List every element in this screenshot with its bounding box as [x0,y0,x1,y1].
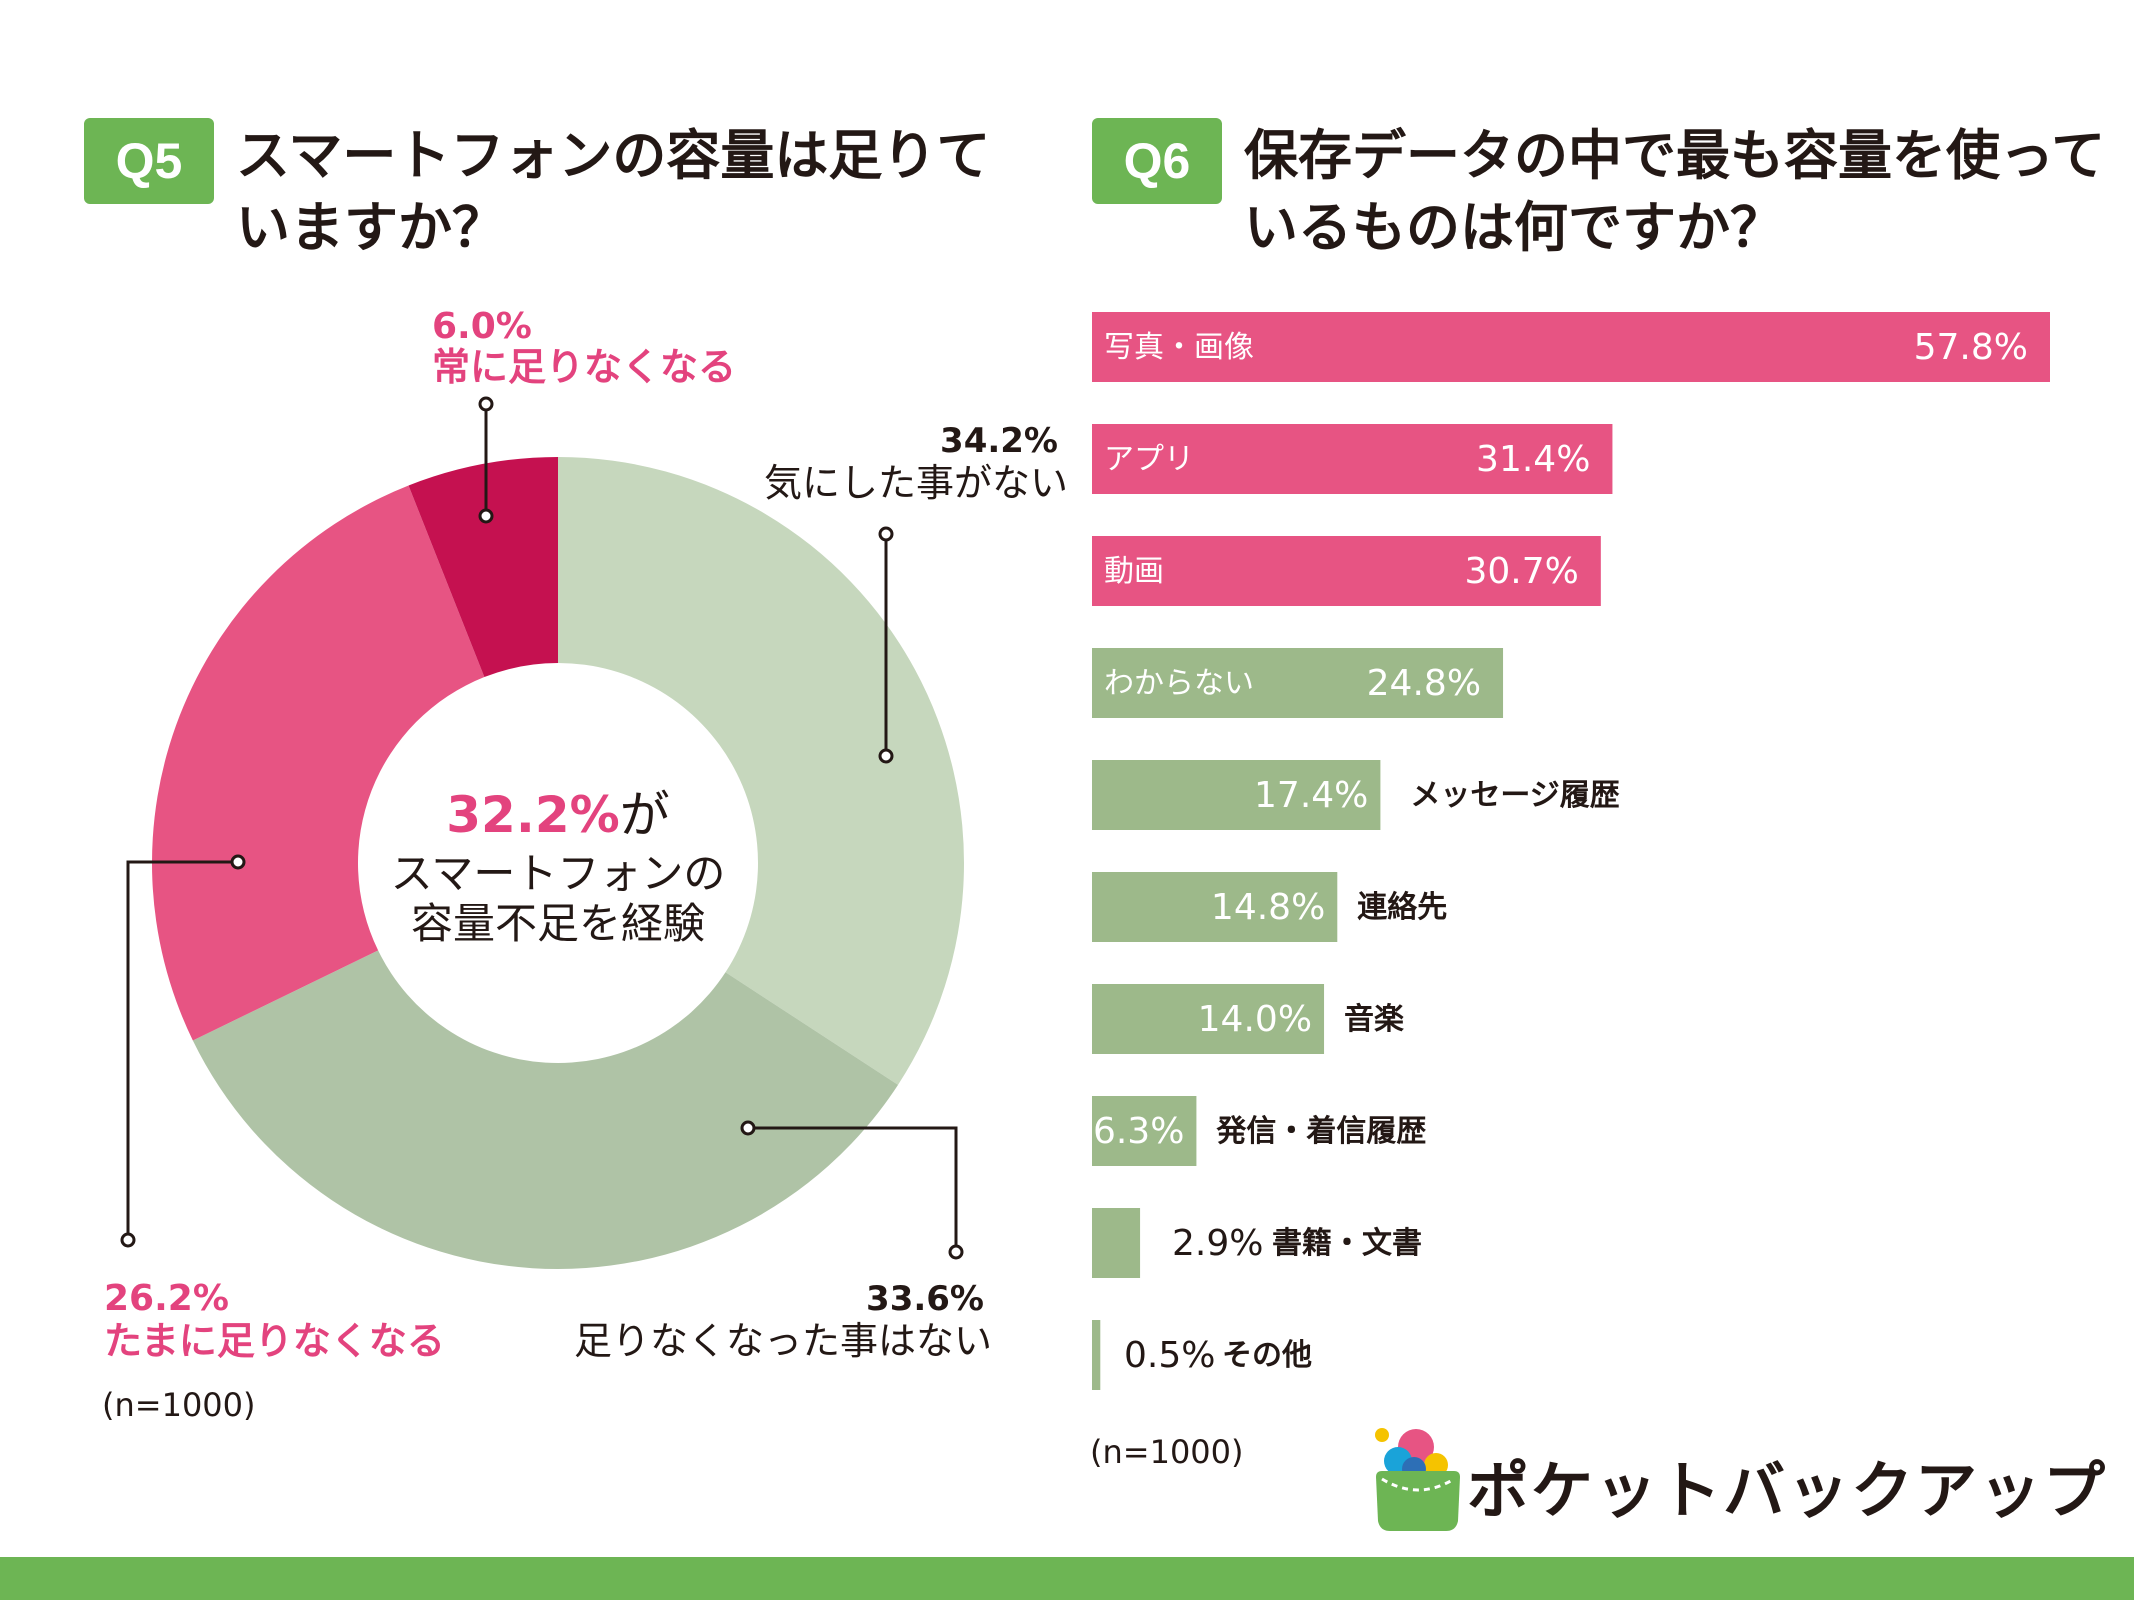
label-text-never-cared: 気にした事がない [764,461,1068,505]
bar-value-label: 30.7% [1464,551,1578,592]
bottom-green-band [0,1557,2134,1600]
bar-9 [1092,1320,1101,1390]
bar-category-label: 書籍・文書 [1272,1226,1422,1261]
leader-dot [478,508,494,524]
brand-name: ポケットバックアップ [1467,1454,2108,1527]
bar-0 [1092,312,2050,382]
q5-title: スマートフォンの容量は足りて いますか？ [236,120,990,264]
bar-category-label: その他 [1222,1338,1312,1373]
bar-1 [1092,424,1613,494]
bar-category-label: 音楽 [1344,1002,1404,1037]
q6-title-line-1: 保存データの中で最も容量を使って [1244,124,2106,187]
donut-center-line-1: スマートフォンの [391,849,726,898]
q5-title-line-1: スマートフォンの容量は足りて [236,124,991,187]
leader-dot [878,748,894,764]
bar-4 [1092,760,1381,830]
leader-dot [478,396,494,412]
leader-line-never-short [748,1126,958,1252]
leader-dot [948,1244,964,1260]
q5-title-line-2: いますか？ [236,196,506,259]
bar-value-label: 14.8% [1211,887,1325,928]
slice-never-short [192,950,899,1269]
label-value-sometimes-short: 26.2% [104,1278,229,1319]
q5-badge: Q5 [84,118,214,204]
label-text-always-short: 常に足りなくなる [432,345,736,389]
leader-dot [740,1120,756,1136]
q5-sample-size: (n=1000) [102,1386,256,1424]
bar-category-label: 動画 [1104,554,1164,589]
slice-sometimes-short [151,485,485,1041]
q6-sample-size: (n=1000) [1090,1433,1244,1471]
slice-never-cared [558,457,964,1085]
bar-value-label: 6.3% [1093,1111,1184,1152]
leader-line-sometimes-short [126,860,238,1240]
bar-category-label: 写真・画像 [1104,330,1254,365]
bar-3 [1092,648,1504,718]
label-value-never-cared: 34.2% [940,421,1058,461]
leader-dot [120,1232,136,1248]
leader-dot [878,526,894,542]
bar-value-label: 0.5% [1124,1335,1215,1376]
q6-badge: Q6 [1092,118,1222,204]
donut-center-headline: 32.2%が [446,786,669,844]
pocket-backup-logo-icon [1375,1428,1460,1531]
label-text-never-short: 足りなくなった事はない [574,1319,992,1363]
bar-category-label: メッセージ履歴 [1410,778,1619,813]
donut-center-percent: 32.2% [446,786,619,844]
bar-value-label: 17.4% [1254,775,1368,816]
bar-value-label: 24.8% [1367,663,1481,704]
bar-value-label: 2.9% [1172,1223,1263,1264]
slice-always-short [408,457,558,678]
bar-category-label: 連絡先 [1357,890,1447,925]
bar-category-label: 発信・着信履歴 [1215,1114,1426,1149]
label-text-sometimes-short: たまに足りなくなる [104,1319,445,1363]
donut-center-line-2: 容量不足を経験 [411,899,705,948]
q6-title: 保存データの中で最も容量を使って いるものは何ですか？ [1244,120,2105,264]
bar-category-label: わからない [1104,666,1254,701]
leader-dot [230,854,246,870]
donut-chart: 6.0%常に足りなくなる 34.2%気にした事がない 26.2%たまに足りなくなる 3… [104,306,1068,1363]
donut-center-suffix: が [620,786,670,844]
bar-value-label: 14.0% [1198,999,1312,1040]
bar-value-label: 57.8% [1914,327,2028,368]
bar-2 [1092,536,1601,606]
label-value-never-short: 33.6% [866,1279,984,1319]
bar-chart: 写真・画像 57.8% アプリ 31.4% 動画 30.7% わからない 24.8% 17.4%… [1092,312,2050,1390]
label-value-always-short: 6.0% [432,306,532,347]
bar-6 [1092,984,1325,1054]
bar-5 [1092,872,1338,942]
bar-value-label: 31.4% [1476,439,1590,480]
q6-title-line-2: いるものは何ですか？ [1244,196,1784,259]
bar-8 [1092,1208,1141,1278]
bar-7 [1092,1096,1197,1166]
bar-category-label: アプリ [1104,442,1194,477]
